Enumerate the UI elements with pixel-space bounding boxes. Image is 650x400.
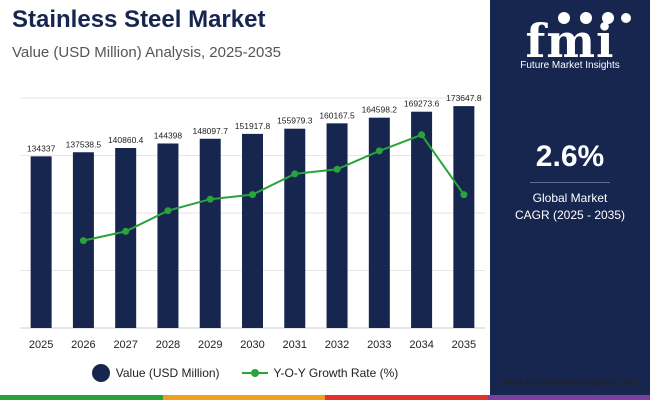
growth-point-2033 — [375, 147, 383, 155]
x-tick-label-2025: 2025 — [29, 339, 53, 351]
bar-value-label-2027: 140860.4 — [108, 135, 144, 145]
growth-point-2027 — [122, 227, 130, 235]
x-tick-label-2032: 2032 — [325, 339, 349, 351]
bar-2030 — [242, 133, 263, 328]
sidebar-panel: fmi Future Market Insights 2.6% Global M… — [490, 0, 650, 400]
logo-tagline: Future Market Insights — [520, 60, 620, 71]
bar-value-label-2026: 137538.5 — [66, 139, 102, 149]
bar-2025 — [30, 156, 52, 328]
x-tick-label-2030: 2030 — [240, 339, 264, 351]
cagr-label-line2: CAGR (2025 - 2035) — [514, 208, 626, 222]
chart-subtitle: Value (USD Million) Analysis, 2025-2035 — [12, 44, 282, 61]
bar-value-label-2029: 148097.7 — [193, 126, 229, 136]
legend-line-label: Y-O-Y Growth Rate (%) — [273, 366, 399, 380]
stripe-green — [0, 395, 163, 400]
chart-title: Stainless Steel Market — [12, 6, 266, 33]
chart-legend: Value (USD Million) Y-O-Y Growth Rate (%… — [0, 364, 490, 382]
stripe-red — [325, 395, 488, 400]
cagr-label-line1: Global Market — [532, 191, 608, 205]
legend-line-swatch — [241, 369, 268, 377]
growth-point-2029 — [206, 195, 214, 203]
cagr-label: Global Market CAGR (2025 - 2035) — [490, 190, 650, 224]
bar-2034 — [411, 111, 433, 328]
growth-point-2026 — [79, 237, 87, 245]
logo-icon-dot-2 — [580, 12, 592, 24]
legend-bar-label: Value (USD Million) — [115, 366, 220, 380]
growth-point-2028 — [164, 207, 172, 215]
bar-value-label-2033: 164598.2 — [362, 105, 398, 115]
bar-value-label-2025: 134337 — [27, 143, 56, 153]
bar-2029 — [199, 138, 221, 328]
x-tick-label-2035: 2035 — [452, 339, 476, 351]
growth-point-2030 — [249, 191, 256, 199]
website-link[interactable]: www.futuremarketinsights.com — [502, 377, 638, 388]
logo-icon-dot-4 — [621, 13, 631, 23]
growth-point-2031 — [291, 170, 299, 178]
bar-2035 — [453, 106, 475, 328]
growth-point-2035 — [460, 191, 468, 199]
logo-icon-dot-3 — [602, 12, 614, 24]
x-tick-label-2033: 2033 — [367, 339, 391, 351]
bar-2033 — [368, 117, 390, 328]
bar-value-label-2034: 169273.6 — [404, 99, 440, 109]
chart-area: 134337 137538.5 140860.4 144398 148097.7 1519… — [20, 93, 485, 351]
x-tick-label-2029: 2029 — [198, 339, 222, 351]
legend-item-growth: Y-O-Y Growth Rate (%) — [241, 366, 399, 380]
growth-rate-line — [83, 133, 465, 242]
x-tick-label-2034: 2034 — [409, 339, 433, 351]
bar-2027 — [115, 148, 137, 328]
x-tick-label-2031: 2031 — [283, 339, 307, 351]
logo-icons — [558, 12, 631, 24]
bar-value-label-2030: 151917.8 — [235, 121, 271, 131]
legend-bar-swatch — [91, 364, 110, 382]
bar-2031 — [284, 128, 306, 328]
stripe-orange — [162, 395, 325, 400]
cagr-divider — [530, 182, 610, 183]
legend-item-value: Value (USD Million) — [91, 364, 220, 382]
x-tick-label-2027: 2027 — [113, 339, 137, 351]
x-tick-label-2026: 2026 — [71, 339, 95, 351]
bar-value-label-2028: 144398 — [154, 130, 183, 140]
bar-value-label-2032: 160167.5 — [319, 110, 355, 120]
bottom-color-stripe — [0, 395, 650, 400]
bar-2032 — [326, 123, 348, 329]
cagr-value: 2.6% — [535, 140, 605, 173]
stripe-purple — [487, 395, 650, 400]
growth-point-2032 — [333, 165, 341, 173]
growth-point-2034 — [418, 131, 426, 139]
logo-icon-dot-1 — [558, 12, 570, 24]
x-tick-label-2028: 2028 — [156, 339, 180, 351]
bar-value-label-2035: 173647.8 — [446, 93, 482, 103]
bar-value-label-2031: 155979.3 — [277, 116, 313, 126]
logo-wordmark: fmi — [525, 14, 615, 68]
bar-2028 — [157, 143, 179, 328]
